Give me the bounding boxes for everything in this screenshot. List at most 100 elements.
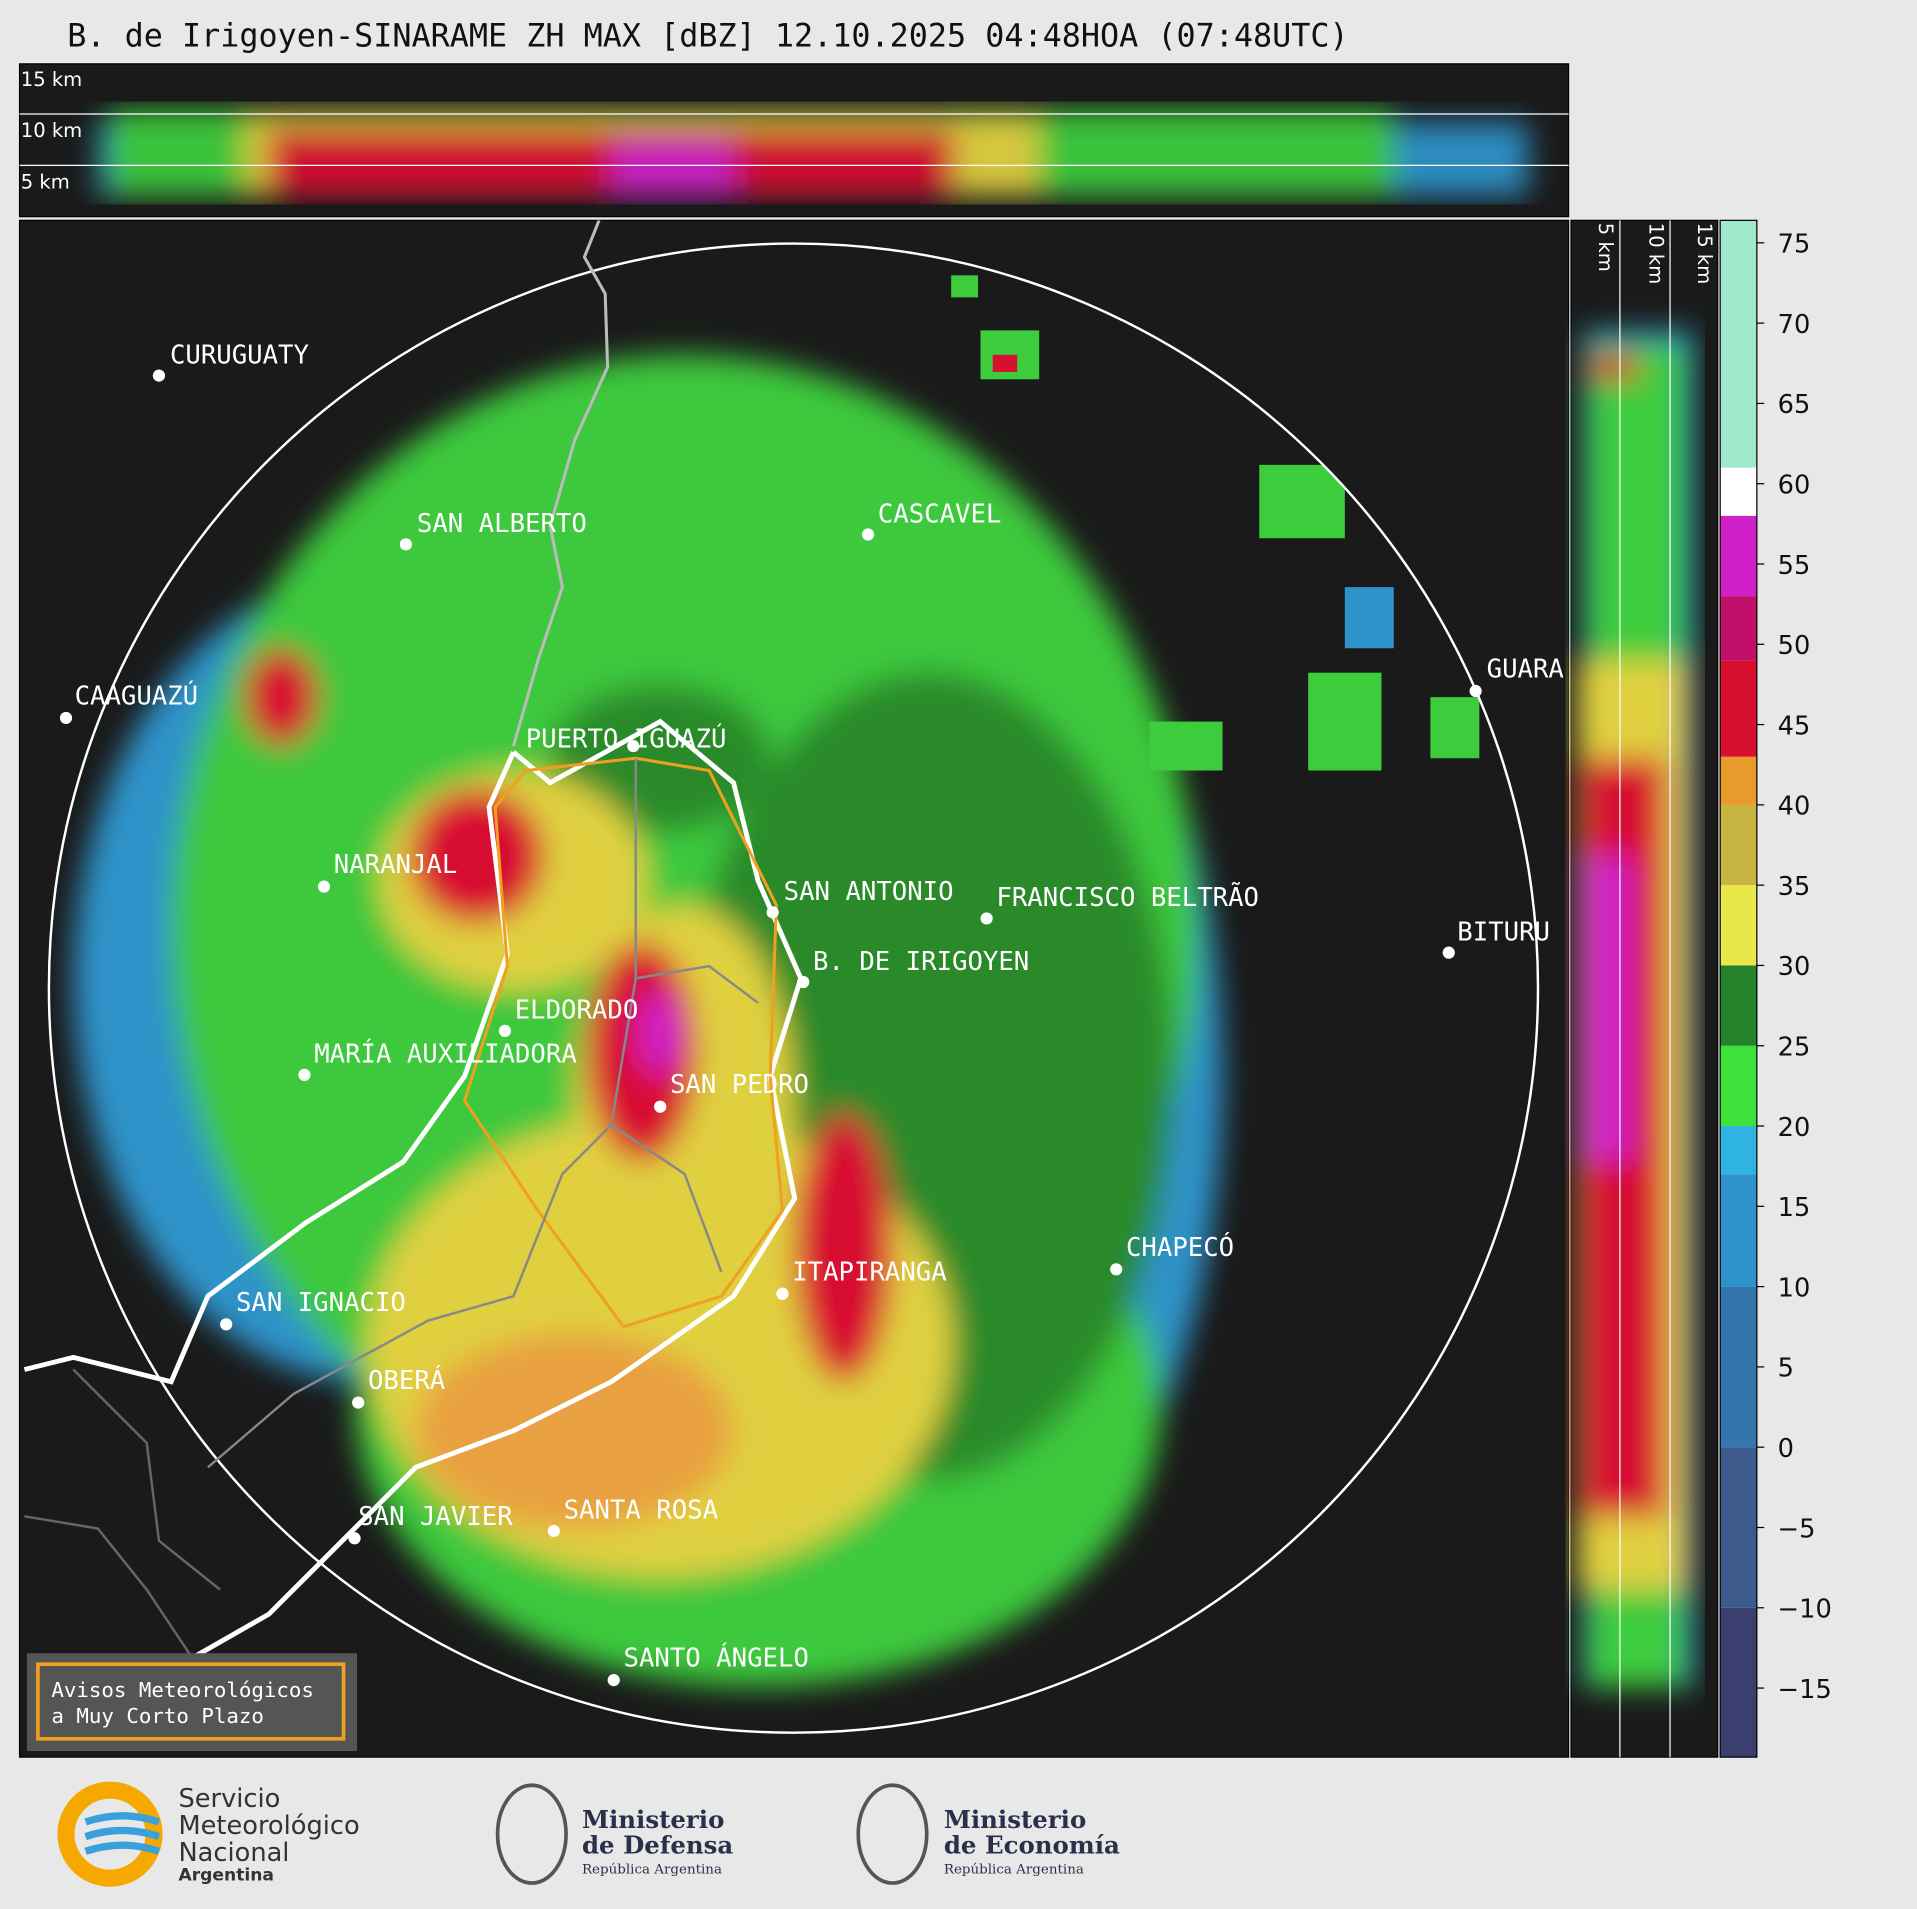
colorbar-band xyxy=(1720,885,1757,966)
top-echo xyxy=(97,110,1529,196)
city-marker xyxy=(627,739,640,753)
colorbar-label: 35 xyxy=(1778,872,1811,902)
city-marker xyxy=(547,1524,560,1538)
smn-logo: Servicio Meteorológico Nacional Argentin… xyxy=(57,1781,360,1887)
colorbar-band xyxy=(1720,1447,1757,1608)
city-marker xyxy=(607,1673,620,1687)
city-label: SANTA ROSA xyxy=(564,1496,718,1526)
colorbar-label: 55 xyxy=(1778,551,1811,581)
logo-text: Argentina xyxy=(178,1866,273,1886)
height-label: 15 km xyxy=(1693,223,1716,284)
city-marker xyxy=(59,711,73,725)
colorbar-label: 65 xyxy=(1778,390,1811,420)
colorbar-label: 15 xyxy=(1778,1193,1811,1223)
colorbar-label: 50 xyxy=(1778,631,1811,661)
warning-box[interactable] xyxy=(26,1653,357,1752)
city-label: SAN JAVIER xyxy=(358,1502,513,1532)
city-marker xyxy=(152,369,166,382)
city-marker xyxy=(1110,1263,1123,1276)
colorbar-band xyxy=(1720,515,1757,597)
city-marker xyxy=(861,528,875,541)
colorbar-band xyxy=(1720,467,1757,516)
title: B. de Irigoyen-SINARAME ZH MAX [dBZ] 12.… xyxy=(67,19,1348,55)
height-label: 15 km xyxy=(21,68,82,91)
defensa-logo: Ministerio de Defensa República Argentin… xyxy=(495,1783,733,1885)
colorbar-band xyxy=(1720,1126,1757,1175)
city-label: CHAPECÓ xyxy=(1126,1231,1234,1263)
city-label: GUARA xyxy=(1487,655,1564,685)
city-label: SAN ANTONIO xyxy=(784,877,954,907)
height-label: 10 km xyxy=(21,119,82,142)
logo-text: de Economía xyxy=(944,1831,1120,1860)
city-marker xyxy=(498,1024,512,1038)
warning-border xyxy=(36,1662,346,1741)
colorbar-band xyxy=(1720,1045,1757,1127)
colorbar-label: 0 xyxy=(1778,1434,1794,1464)
colorbar-band xyxy=(1720,660,1757,757)
outer-echo xyxy=(951,275,1040,380)
logo-text: República Argentina xyxy=(944,1862,1084,1877)
city-marker xyxy=(348,1532,361,1545)
colorbar-band xyxy=(1720,965,1757,1046)
borders xyxy=(23,220,804,1738)
colorbar-band xyxy=(1720,1607,1757,1758)
city-marker xyxy=(220,1318,233,1331)
city-label: CURUGUATY xyxy=(170,340,309,370)
colorbar-band xyxy=(1720,1286,1757,1448)
city-label: SANTO ÁNGELO xyxy=(624,1642,809,1674)
city-label: ITAPIRANGA xyxy=(792,1257,946,1287)
logo-text: República Argentina xyxy=(582,1862,722,1877)
colorbar-label: 30 xyxy=(1778,952,1811,982)
city-label: PUERTO IGUAZÚ xyxy=(526,722,727,754)
colorbar-label: 25 xyxy=(1778,1033,1811,1063)
colorbar-label: −5 xyxy=(1778,1514,1816,1544)
colorbar-band xyxy=(1720,220,1757,468)
warning-text: Avisos Meteorológicos xyxy=(51,1678,314,1702)
warning-text: a Muy Corto Plazo xyxy=(51,1704,264,1728)
radar-echo xyxy=(73,354,1480,1688)
side-echo xyxy=(1577,330,1694,1688)
colorbar-band xyxy=(1720,756,1757,805)
range-ring xyxy=(47,242,1540,1734)
city-label: FRANCISCO BELTRÃO xyxy=(996,881,1259,913)
colorbar-label: 5 xyxy=(1778,1354,1794,1384)
logo-text: Ministerio xyxy=(944,1805,1086,1834)
colorbar-label: 10 xyxy=(1778,1273,1811,1303)
logo-text: de Defensa xyxy=(582,1831,733,1860)
city-marker xyxy=(766,906,779,919)
logo-text: Servicio xyxy=(178,1784,280,1814)
height-label: 5 km xyxy=(21,171,70,194)
colorbar-label: 60 xyxy=(1778,470,1811,500)
city-marker xyxy=(1469,684,1482,698)
logo-text: Nacional xyxy=(178,1838,289,1868)
height-label: 10 km xyxy=(1644,223,1667,284)
city-marker xyxy=(399,538,413,551)
city-label: SAN IGNACIO xyxy=(236,1288,406,1318)
city-label: SAN ALBERTO xyxy=(417,509,587,539)
colorbar-label: 75 xyxy=(1778,230,1811,260)
economia-logo: Ministerio de Economía República Argenti… xyxy=(856,1783,1120,1885)
colorbar-label: −15 xyxy=(1778,1675,1832,1705)
logo-text: Meteorológico xyxy=(178,1811,359,1841)
city-marker xyxy=(980,912,993,925)
colorbar-label: −10 xyxy=(1778,1595,1832,1625)
colorbar-label: 20 xyxy=(1778,1113,1811,1143)
city-marker xyxy=(1442,946,1455,959)
city-label: SAN PEDRO xyxy=(670,1070,809,1100)
city-marker xyxy=(654,1100,667,1113)
city-label: CASCAVEL xyxy=(878,499,1002,529)
colorbar-band xyxy=(1720,1174,1757,1287)
colorbar-label: 45 xyxy=(1778,711,1811,741)
city-marker xyxy=(776,1287,789,1300)
city-label: ELDORADO xyxy=(515,996,639,1026)
city-marker xyxy=(298,1068,311,1082)
city-label: BITURU xyxy=(1457,917,1550,947)
city-marker xyxy=(317,880,331,893)
colorbar-label: 40 xyxy=(1778,792,1811,822)
colorbar-band xyxy=(1720,596,1757,661)
city-label: OBERÁ xyxy=(368,1364,445,1396)
city-label: MARÍA AUXILIADORA xyxy=(314,1038,577,1070)
city-marker xyxy=(352,1396,365,1409)
